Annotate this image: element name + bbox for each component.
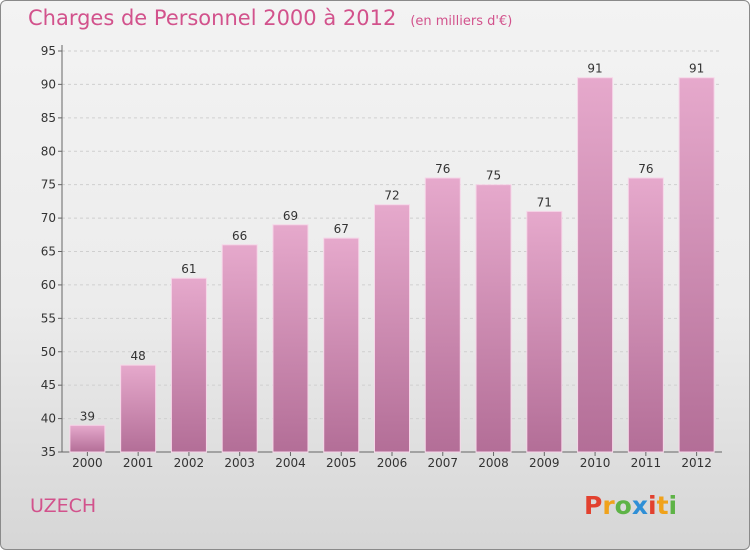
bar	[69, 424, 106, 453]
x-tick-label: 2008	[478, 456, 509, 470]
bar-value-label: 72	[384, 189, 399, 203]
bar-value-label: 66	[232, 229, 247, 243]
bar	[221, 244, 258, 453]
x-tick-label: 2007	[427, 456, 458, 470]
y-tick-label: 55	[41, 311, 56, 325]
y-tick-label: 65	[41, 245, 56, 259]
x-tick-label: 2000	[72, 456, 103, 470]
bar	[374, 204, 410, 453]
bar-value-label: 61	[181, 262, 196, 276]
logo-letter-i1: i	[648, 491, 657, 520]
bar-value-label: 76	[435, 162, 450, 176]
y-tick-label: 50	[41, 345, 56, 359]
bar-value-label: 39	[80, 409, 95, 423]
bar-value-label: 48	[131, 349, 146, 363]
y-tick-label: 95	[41, 44, 56, 58]
bar-value-label: 91	[689, 62, 704, 76]
chart-title-text: Charges de Personnel 2000 à 2012	[28, 6, 397, 30]
bar	[170, 277, 207, 453]
y-tick-label: 85	[41, 111, 56, 125]
bar-value-label: 76	[638, 162, 653, 176]
bar	[678, 77, 715, 453]
x-tick-label: 2012	[681, 456, 712, 470]
logo-letter-p: P	[584, 491, 603, 520]
x-tick-label: 2004	[275, 456, 306, 470]
bar-value-label: 91	[587, 62, 602, 76]
logo-letter-o: o	[614, 491, 632, 520]
y-tick-label: 75	[41, 178, 56, 192]
bar	[120, 364, 157, 453]
bar	[424, 177, 461, 453]
x-tick-label: 2009	[529, 456, 560, 470]
bar-value-label: 75	[486, 169, 501, 183]
bar	[323, 237, 360, 453]
logo-letter-i2: i	[668, 491, 678, 520]
proxiti-logo[interactable]: Proxiti	[584, 491, 677, 520]
bar	[475, 184, 512, 453]
chart-title: Charges de Personnel 2000 à 2012 (en mill…	[28, 6, 512, 30]
y-tick-label: 90	[41, 77, 56, 91]
x-tick-label: 2006	[377, 456, 408, 470]
bar	[627, 177, 664, 453]
bar-value-label: 69	[283, 209, 298, 223]
y-tick-label: 60	[41, 278, 56, 292]
bar	[272, 224, 309, 453]
x-tick-label: 2002	[174, 456, 205, 470]
y-tick-label: 80	[41, 144, 56, 158]
x-tick-label: 2005	[326, 456, 357, 470]
x-tick-label: 2001	[123, 456, 154, 470]
y-tick-label: 35	[41, 445, 56, 459]
logo-letter-t: t	[656, 491, 669, 520]
y-tick-label: 70	[41, 211, 56, 225]
bar-value-label: 71	[537, 195, 552, 209]
x-tick-label: 2011	[631, 456, 662, 470]
bar	[577, 77, 614, 453]
location-label: UZECH	[30, 495, 97, 517]
bar	[526, 210, 563, 453]
y-tick-label: 45	[41, 378, 56, 392]
bar-value-label: 67	[334, 222, 349, 236]
y-tick-label: 40	[41, 412, 56, 426]
x-tick-label: 2010	[580, 456, 611, 470]
logo-letter-x: x	[631, 491, 648, 520]
x-tick-label: 2003	[224, 456, 255, 470]
chart-subtitle: (en milliers d'€)	[410, 14, 513, 29]
logo-letter-r: r	[602, 491, 615, 520]
